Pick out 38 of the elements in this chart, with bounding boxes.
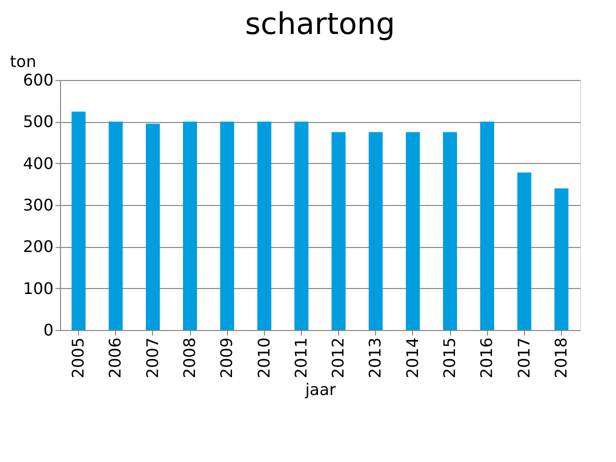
y-tick-label: 100	[22, 278, 54, 298]
y-axis-title: ton	[10, 52, 36, 71]
bar	[554, 188, 568, 330]
y-tick-label: 400	[22, 154, 54, 173]
bar	[257, 122, 272, 330]
bar	[406, 132, 420, 330]
x-tick-label: 2010	[254, 338, 274, 378]
bar	[294, 122, 308, 330]
x-tick-label: 2005	[68, 338, 88, 378]
bar	[517, 172, 532, 330]
x-tick-label: 2009	[217, 338, 236, 378]
bar	[368, 132, 383, 330]
y-tick-label: 500	[22, 112, 54, 132]
bar	[332, 132, 346, 330]
y-tick-label: 600	[22, 70, 54, 90]
bar	[220, 122, 234, 330]
x-tick-label: 2008	[180, 338, 199, 378]
x-tick-label: 2011	[291, 338, 310, 378]
x-tick-label: 2017	[514, 338, 534, 378]
x-tick-label: 2016	[477, 338, 496, 378]
bar	[183, 122, 197, 330]
bar	[480, 122, 494, 330]
x-tick-label: 2012	[328, 338, 348, 378]
x-tick-label: 2007	[142, 338, 162, 378]
bar	[108, 122, 123, 330]
x-axis-title: jaar	[304, 380, 336, 400]
y-tick-label: 200	[22, 237, 54, 256]
bar	[443, 132, 457, 330]
x-tick-label: 2013	[366, 338, 385, 378]
x-tick-label: 2015	[440, 338, 459, 378]
y-tick-label: 300	[22, 196, 54, 214]
y-tick-label: 0	[43, 320, 54, 340]
bar	[146, 124, 160, 330]
x-tick-label: 2006	[106, 338, 125, 378]
x-tick-label: 2018	[551, 338, 570, 378]
bar	[72, 112, 86, 330]
x-tick-label: 2014	[402, 338, 422, 378]
chart-title: schartong	[244, 7, 396, 42]
